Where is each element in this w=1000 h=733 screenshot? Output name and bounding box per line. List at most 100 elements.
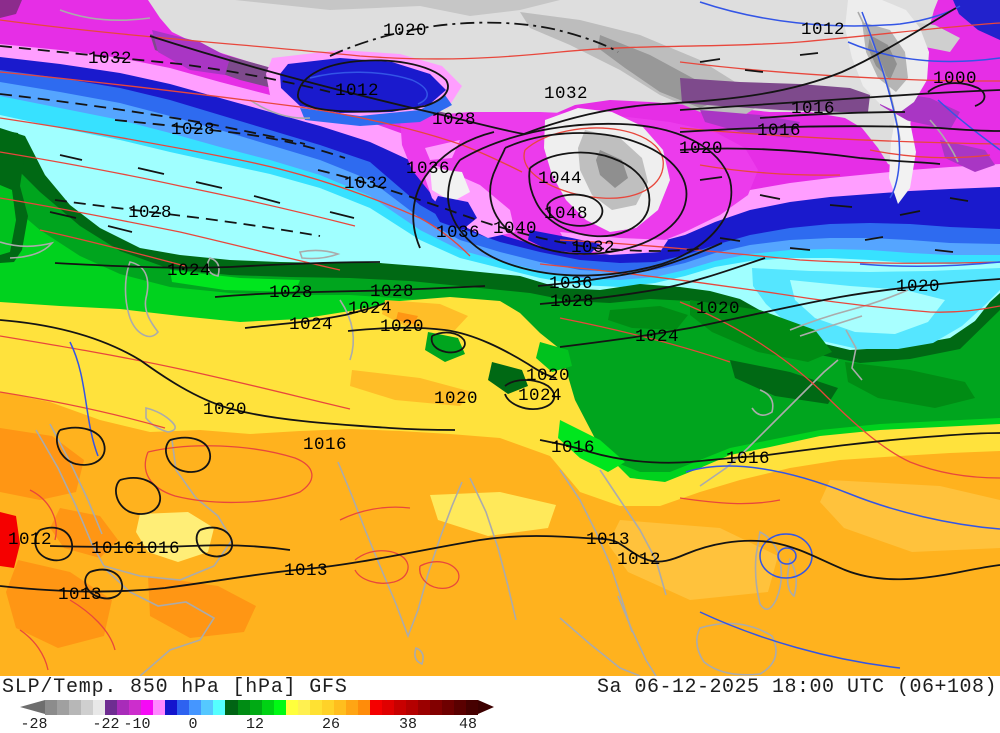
colorbar-tick: -10 [123,716,151,733]
colorbar-ticks: -28 -22 -10 0 12 26 38 48 [0,716,1000,733]
pressure-label: 1036 [549,274,593,294]
pressure-label: 1016 [791,99,835,119]
pressure-label: 1036 [436,223,480,243]
temperature-bands [0,0,1000,676]
colorbar-cell [153,700,166,715]
colorbar-tick: 26 [321,716,341,733]
colorbar-cell [345,700,358,715]
pressure-label: 1040 [493,219,537,239]
black-isobars [0,7,1000,600]
colorbar-cell [225,700,238,715]
colorbar-tick: -28 [20,716,48,733]
pressure-label: 1048 [544,204,588,224]
colorbar-cell [81,700,94,715]
pressure-label: 1028 [269,283,313,303]
colorbar-cell [273,700,286,715]
pressure-label: 1024 [518,386,562,406]
pressure-label: 1020 [696,299,740,319]
valid-time-label: Sa 06-12-2025 18:00 UTC (06+108) [596,676,997,699]
pressure-label: 1028 [432,110,476,130]
colorbar-tick: 12 [245,716,265,733]
colorbar-cell [417,700,430,715]
colorbar-cell [405,700,418,715]
colorbar-cell [117,700,130,715]
pressure-label: 1020 [896,277,940,297]
colorbar-cell [249,700,262,715]
colorbar-cell [357,700,370,715]
pressure-label: 1032 [88,49,132,69]
pressure-label: 1012 [617,550,661,570]
colorbar-tick: -22 [92,716,120,733]
pressure-label: 1036 [406,159,450,179]
colorbar-cell [57,700,70,715]
colorbar-cell [321,700,334,715]
pressure-label: 1016 [726,449,770,469]
pressure-label: 1013 [58,585,102,605]
colorbar-cell [45,700,58,715]
blue-contours [69,1,1000,669]
pressure-label: 1020 [383,21,427,41]
colorbar-tick: 0 [188,716,198,733]
pressure-label: 1024 [635,327,679,347]
pressure-label: 1016 [551,438,595,458]
pressure-label: 1024 [167,261,211,281]
colorbar-right-arrow-icon [478,700,494,714]
pressure-label: 1016 [757,121,801,141]
colorbar-cell [285,700,298,715]
detail-patches [0,0,1000,648]
colorbar-cell [297,700,310,715]
pressure-label: 1024 [348,299,392,319]
colorbar-left-arrow-icon [20,700,45,714]
colorbar-cell [177,700,190,715]
pressure-label: 1044 [538,169,582,189]
pressure-label: 1013 [284,561,328,581]
colorbar-cell [430,700,443,715]
pressure-label: 1028 [128,203,172,223]
colorbar-cells [45,700,479,715]
pressure-label: 1020 [526,366,570,386]
red-contours [0,19,1000,671]
colorbar-cell [69,700,82,715]
pressure-label: 1012 [8,530,52,550]
pressure-label: 1032 [571,238,615,258]
pressure-label: 1016 [303,435,347,455]
colorbar-cell [129,700,142,715]
pressure-label: 1020 [679,139,723,159]
pressure-label: 1000 [933,69,977,89]
colorbar-cell [369,700,382,715]
pressure-label: 1028 [550,292,594,312]
colorbar-tick: 38 [398,716,418,733]
colorbar-cell [237,700,250,715]
pressure-label: 1032 [544,84,588,104]
colorbar-cell [333,700,346,715]
map-footer: SLP/Temp. 850 hPa [hPa] GFS Sa 06-12-202… [0,676,1000,733]
product-title: SLP/Temp. 850 hPa [hPa] GFS [2,676,348,699]
pressure-label: 1028 [171,120,215,140]
pressure-label: 1016 [136,539,180,559]
pressure-label: 1032 [344,174,388,194]
colorbar-cell [381,700,394,715]
colorbar-cell [189,700,202,715]
colorbar-cell [93,700,106,715]
colorbar-cell [466,700,479,715]
pressure-label: 1012 [801,20,845,40]
colorbar-cell [165,700,178,715]
colorbar-tick: 48 [458,716,478,733]
colorbar-cell [442,700,455,715]
colorbar-cell [309,700,322,715]
colorbar-cell [454,700,467,715]
coastlines [0,9,959,676]
pressure-label: 1013 [586,530,630,550]
colorbar-cell [201,700,214,715]
colorbar-cell [105,700,118,715]
colorbar-cell [261,700,274,715]
pressure-label: 1024 [289,315,333,335]
temperature-colorbar [20,700,494,715]
pressure-label: 1028 [370,282,414,302]
colorbar-cell [393,700,406,715]
pressure-label: 1020 [380,317,424,337]
pressure-label: 1016 [91,539,135,559]
